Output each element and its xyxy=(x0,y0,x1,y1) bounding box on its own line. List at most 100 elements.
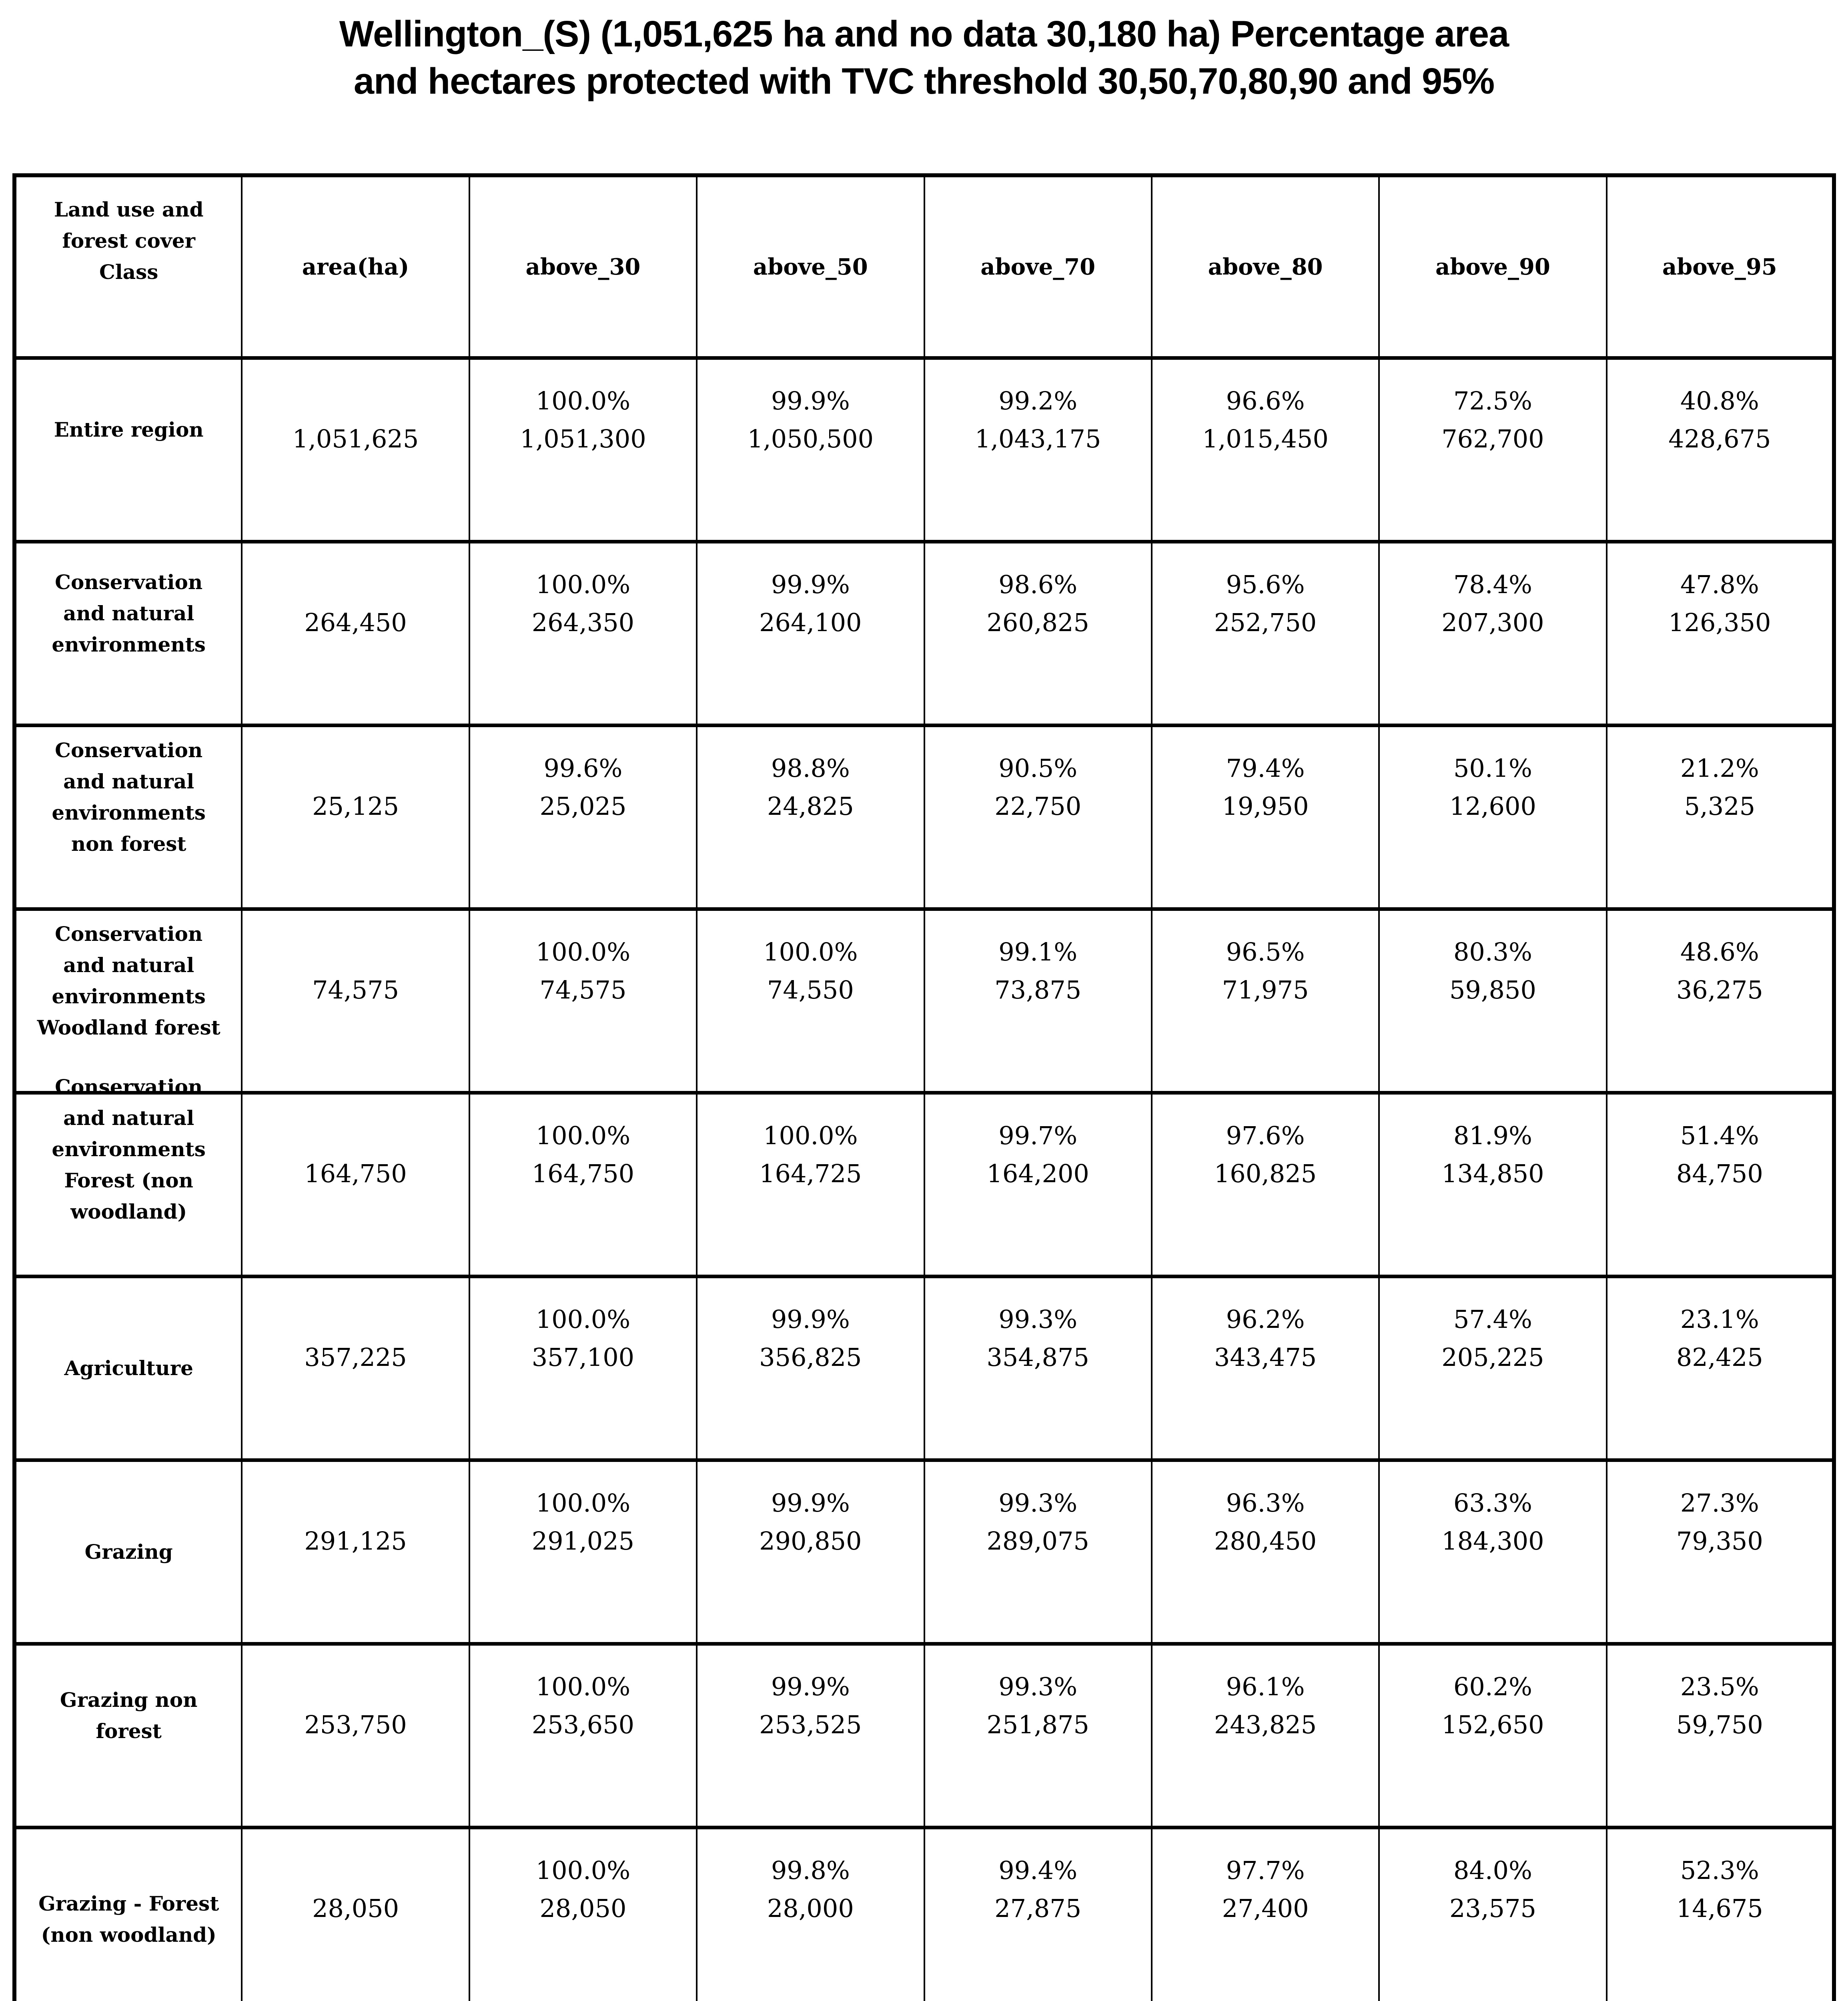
header-label: above_95 xyxy=(1662,253,1777,280)
pct-value: 99.9% xyxy=(771,1488,850,1518)
data-cell: 96.1% 243,825 xyxy=(1150,1642,1380,1829)
area-value: 74,575 xyxy=(312,975,399,1005)
pct-value: 72.5% xyxy=(1453,386,1532,415)
row-label: Agriculture xyxy=(64,1356,193,1380)
table-row: Conservation and natural environments Wo… xyxy=(13,907,1835,1095)
header-label: above_30 xyxy=(525,253,641,280)
ha-value: 134,850 xyxy=(1441,1159,1544,1188)
ha-value: 14,675 xyxy=(1676,1894,1763,1923)
data-cell: 57.4% 205,225 xyxy=(1378,1275,1607,1462)
ha-value: 205,225 xyxy=(1441,1343,1544,1372)
data-cell: 98.6% 260,825 xyxy=(923,540,1152,727)
pct-value: 57.4% xyxy=(1453,1305,1532,1334)
data-cell: 99.9% 290,850 xyxy=(696,1458,925,1646)
data-cell: 99.3% 251,875 xyxy=(923,1642,1152,1829)
ha-value: 207,300 xyxy=(1441,608,1544,637)
data-cell: 100.0% 1,051,300 xyxy=(468,356,698,543)
data-cell: 99.9% 1,050,500 xyxy=(696,356,925,543)
data-cell: 79.4% 19,950 xyxy=(1150,724,1380,911)
ha-value: 184,300 xyxy=(1441,1526,1544,1556)
pct-value: 90.5% xyxy=(998,754,1078,783)
ha-value: 126,350 xyxy=(1668,608,1771,637)
pct-value: 99.1% xyxy=(998,937,1078,966)
data-cell: 99.2% 1,043,175 xyxy=(923,356,1152,543)
rowlabel-cell: Grazing non forest xyxy=(13,1642,243,1829)
data-cell: 96.2% 343,475 xyxy=(1150,1275,1380,1462)
ha-value: 428,675 xyxy=(1668,424,1771,453)
ha-value: 74,550 xyxy=(767,975,854,1005)
ha-value: 253,650 xyxy=(531,1710,635,1739)
pct-value: 27.3% xyxy=(1680,1488,1759,1518)
area-cell: 74,575 xyxy=(241,907,470,1095)
data-cell: 23.1% 82,425 xyxy=(1605,1275,1835,1462)
pct-value: 50.1% xyxy=(1453,754,1532,783)
area-cell: 164,750 xyxy=(241,1091,470,1278)
pct-value: 99.2% xyxy=(998,386,1078,415)
pct-value: 96.5% xyxy=(1226,937,1305,966)
pct-value: 48.6% xyxy=(1680,937,1759,966)
pct-value: 99.8% xyxy=(771,1856,850,1885)
ha-value: 28,000 xyxy=(767,1894,854,1923)
ha-value: 59,850 xyxy=(1449,975,1536,1005)
table-row: Conservation and natural environments Fo… xyxy=(13,1075,1835,1278)
ha-value: 36,275 xyxy=(1676,975,1763,1005)
pct-value: 98.8% xyxy=(771,754,850,783)
header-above-95: above_95 xyxy=(1605,173,1835,360)
data-cell: 100.0% 74,550 xyxy=(696,907,925,1095)
ha-value: 79,350 xyxy=(1676,1526,1763,1556)
table-row: Conservation and natural environments 26… xyxy=(13,540,1835,727)
ha-value: 164,200 xyxy=(986,1159,1089,1188)
data-cell: 51.4% 84,750 xyxy=(1605,1091,1835,1278)
area-value: 357,225 xyxy=(304,1343,407,1372)
data-cell: 100.0% 74,575 xyxy=(468,907,698,1095)
table-row: Conservation and natural environments no… xyxy=(13,724,1835,911)
table-row: Grazing 291,125 100.0% 291,025 99.9% 290,8… xyxy=(13,1458,1835,1646)
data-cell: 96.5% 71,975 xyxy=(1150,907,1380,1095)
ha-value: 291,025 xyxy=(531,1526,635,1556)
table-row: Agriculture 357,225 100.0% 357,100 99.9% 3… xyxy=(13,1275,1835,1462)
pct-value: 100.0% xyxy=(535,1121,631,1150)
pct-value: 100.0% xyxy=(535,1856,631,1885)
rowlabel-cell: Grazing xyxy=(13,1458,243,1646)
header-above-90: above_90 xyxy=(1378,173,1607,360)
ha-value: 74,575 xyxy=(539,975,627,1005)
ha-value: 25,025 xyxy=(539,792,627,821)
data-cell: 100.0% 253,650 xyxy=(468,1642,698,1829)
ha-value: 1,050,500 xyxy=(747,424,874,453)
header-label: area(ha) xyxy=(302,253,409,280)
data-cell: 100.0% 164,725 xyxy=(696,1091,925,1278)
data-cell: 23.5% 59,750 xyxy=(1605,1642,1835,1829)
pct-value: 21.2% xyxy=(1680,754,1759,783)
data-cell: 84.0% 23,575 xyxy=(1378,1826,1607,2001)
data-cell: 52.3% 14,675 xyxy=(1605,1826,1835,2001)
pct-value: 100.0% xyxy=(535,1305,631,1334)
table-row: Grazing non forest 253,750 100.0% 253,650… xyxy=(13,1642,1835,1829)
page-title: Wellington_(S) (1,051,625 ha and no data… xyxy=(0,10,1848,105)
header-above-70: above_70 xyxy=(923,173,1152,360)
data-cell: 63.3% 184,300 xyxy=(1378,1458,1607,1646)
data-cell: 99.4% 27,875 xyxy=(923,1826,1152,2001)
pct-value: 100.0% xyxy=(535,937,631,966)
pct-value: 23.5% xyxy=(1680,1672,1759,1701)
pct-value: 99.3% xyxy=(998,1672,1078,1701)
header-label: above_70 xyxy=(980,253,1096,280)
pct-value: 100.0% xyxy=(535,1488,631,1518)
row-label: Grazing xyxy=(84,1540,173,1564)
pct-value: 96.6% xyxy=(1226,386,1305,415)
row-label: Conservation and natural environments xyxy=(52,570,206,656)
row-label: Conservation and natural environments Fo… xyxy=(52,1075,206,1223)
data-cell: 100.0% 28,050 xyxy=(468,1826,698,2001)
pct-value: 99.9% xyxy=(771,570,850,599)
data-cell: 99.9% 253,525 xyxy=(696,1642,925,1829)
ha-value: 27,875 xyxy=(994,1894,1082,1923)
header-label: above_50 xyxy=(753,253,868,280)
data-cell: 60.2% 152,650 xyxy=(1378,1642,1607,1829)
data-cell: 99.3% 354,875 xyxy=(923,1275,1152,1462)
pct-value: 81.9% xyxy=(1453,1121,1532,1150)
data-cell: 80.3% 59,850 xyxy=(1378,907,1607,1095)
pct-value: 96.1% xyxy=(1226,1672,1305,1701)
pct-value: 100.0% xyxy=(763,937,858,966)
area-cell: 357,225 xyxy=(241,1275,470,1462)
rowlabel-cell: Agriculture xyxy=(13,1275,243,1462)
pct-value: 99.6% xyxy=(543,754,623,783)
